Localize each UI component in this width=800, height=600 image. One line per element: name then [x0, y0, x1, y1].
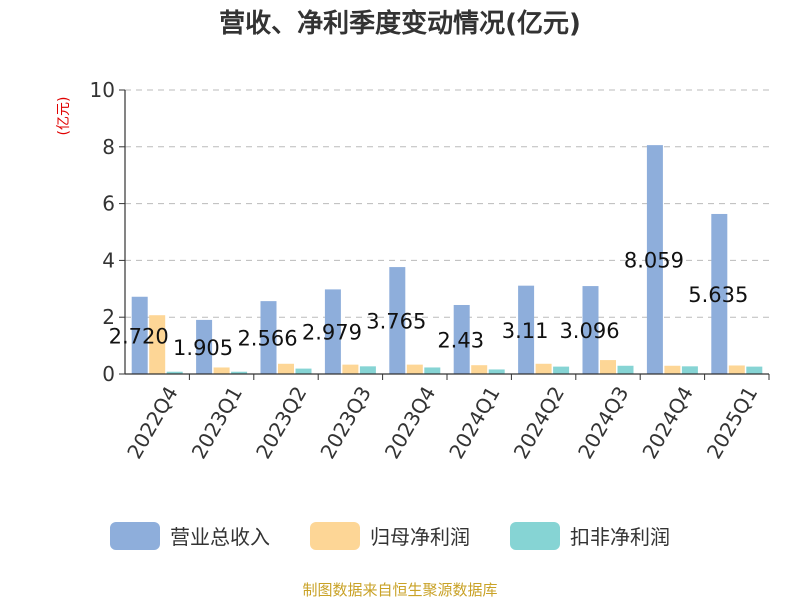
- data-label-2023Q4: 3.765: [366, 310, 426, 334]
- bar-2023Q3-营业总收入: [324, 289, 341, 374]
- data-label-2024Q1: 2.43: [437, 328, 484, 352]
- x-tick-label: 2022Q4: [122, 382, 182, 463]
- x-tick-label: 2023Q3: [315, 382, 375, 463]
- data-label-2023Q3: 2.979: [302, 321, 362, 345]
- bar-2023Q4-营业总收入: [389, 267, 406, 374]
- y-tick-label: 10: [90, 78, 115, 102]
- bar-2023Q3-归母净利润: [342, 364, 359, 374]
- bar-2023Q1-扣非净利润: [231, 371, 248, 374]
- data-label-2022Q4: 2.720: [109, 324, 169, 348]
- legend: 营业总收入 归母净利润 扣非净利润: [110, 522, 670, 550]
- bar-2024Q4-营业总收入: [646, 145, 663, 374]
- bar-2023Q1-营业总收入: [196, 319, 213, 374]
- y-axis-ticks: 0 2 4 6 8 10: [90, 78, 125, 386]
- bar-2024Q3-营业总收入: [582, 286, 599, 374]
- bar-2024Q1-归母净利润: [471, 365, 488, 374]
- bar-2022Q4-扣非净利润: [166, 371, 183, 374]
- legend-label: 归母净利润: [370, 525, 470, 549]
- legend-swatch: [110, 522, 160, 550]
- data-label-2023Q2: 2.566: [237, 327, 297, 351]
- data-source-note: 制图数据来自恒生聚源数据库: [302, 581, 497, 599]
- x-tick-label: 2025Q1: [702, 382, 762, 463]
- x-tick-label: 2024Q3: [573, 382, 633, 463]
- bar-2022Q4-归母净利润: [149, 315, 166, 374]
- y-axis-unit-label: (亿元): [56, 97, 72, 136]
- data-label-2025Q1: 5.635: [688, 283, 748, 307]
- bar-2024Q1-扣非净利润: [488, 369, 505, 374]
- x-axis-ticks: 2022Q4 2023Q1 2023Q2 2023Q3 2023Q4 2024Q1 2024…: [122, 374, 770, 463]
- data-label-2024Q2: 3.11: [502, 319, 549, 343]
- bar-2024Q3-归母净利润: [600, 360, 616, 374]
- bar-2023Q2-扣非净利润: [295, 368, 312, 374]
- bar-2024Q2-归母净利润: [535, 363, 552, 374]
- y-tick-label: 8: [102, 135, 115, 159]
- bar-2023Q1-归母净利润: [213, 367, 230, 374]
- y-tick-label: 2: [102, 305, 115, 329]
- bar-2024Q2-扣非净利润: [553, 366, 570, 374]
- y-tick-label: 6: [102, 192, 115, 216]
- bar-2024Q2-营业总收入: [518, 285, 535, 374]
- x-tick-label: 2023Q4: [380, 382, 440, 463]
- bar-2024Q3-扣非净利润: [617, 365, 634, 374]
- bar-2023Q4-归母净利润: [406, 364, 423, 374]
- bar-2025Q1-扣非净利润: [746, 366, 763, 374]
- bar-2024Q4-扣非净利润: [681, 366, 698, 374]
- bar-2022Q4-营业总收入: [131, 296, 148, 374]
- bar-2023Q2-营业总收入: [260, 301, 277, 374]
- bar-2025Q1-归母净利润: [728, 365, 745, 374]
- data-label-2024Q3: 3.096: [559, 319, 619, 343]
- chart-title: 营收、净利季度变动情况(亿元): [219, 8, 581, 39]
- x-tick-label: 2024Q2: [509, 382, 569, 463]
- y-tick-label: 0: [102, 362, 115, 386]
- bars: [131, 145, 763, 374]
- grid-lines: [125, 89, 769, 318]
- data-label-2024Q4: 8.059: [624, 249, 684, 273]
- x-tick-label: 2024Q1: [444, 382, 504, 463]
- data-labels: 2.720 1.905 2.566 2.979 3.765 2.43 3.11 3.096 8.…: [109, 249, 749, 360]
- bar-2024Q4-归母净利润: [664, 365, 681, 374]
- x-tick-label: 2024Q4: [637, 382, 697, 463]
- y-tick-label: 4: [102, 248, 115, 272]
- legend-label: 扣非净利润: [570, 525, 670, 549]
- legend-swatch: [510, 522, 560, 550]
- legend-label: 营业总收入: [170, 525, 270, 549]
- data-label-2023Q1: 1.905: [173, 336, 233, 360]
- bar-2023Q2-归母净利润: [278, 363, 294, 374]
- bar-2023Q3-扣非净利润: [359, 366, 376, 374]
- bar-2024Q1-营业总收入: [453, 304, 470, 374]
- bar-2025Q1-营业总收入: [711, 213, 728, 374]
- bar-2023Q4-扣非净利润: [424, 367, 441, 374]
- x-tick-label: 2023Q1: [187, 382, 247, 463]
- legend-swatch: [310, 522, 360, 550]
- x-tick-label: 2023Q2: [251, 382, 311, 463]
